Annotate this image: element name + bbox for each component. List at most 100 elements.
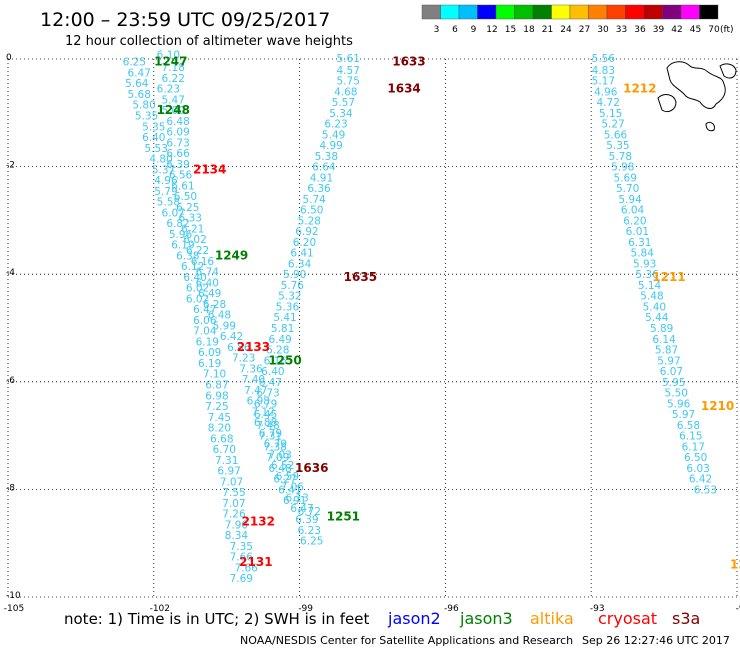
legend-swatch [495,4,515,20]
legend-swatch [625,4,645,20]
wave-height-label: 6.40 [196,277,219,289]
wave-height-label: 6.36 [307,183,331,195]
wave-height-label: 6.17 [682,441,705,453]
y-tick-label: 0 [6,53,12,63]
footer-note: note: 1) Time is in UTC; 2) SWH is in fe… [64,610,370,628]
wave-height-label: 6.47 [193,304,216,316]
legend-swatch [514,4,534,20]
wave-height-label: 5.61 [337,53,360,65]
pass-time-label: 1211 [652,270,685,284]
wave-height-label: 6.09 [166,127,189,139]
color-scale-legend: 3 6 9 12 15 18 21 24 27 30 33 36 39 42 45 70 (ft) [421,4,734,35]
wave-height-label: 5.14 [638,280,662,292]
wave-height-label: 5.41 [273,312,296,324]
wave-height-label: 6.41 [290,248,313,260]
wave-height-label: 4.99 [319,140,342,152]
wave-height-label: 6.22 [186,245,209,257]
wave-height-label: 6.06 [193,315,217,327]
wave-height-label: 7.48 [256,420,279,432]
chart-title: 12:00 – 23:59 UTC 09/25/2017 [40,9,330,31]
wave-height-label: 5.32 [278,291,301,303]
axis-tick-labels: 0 -2 -4 -6 -8 -10 -105 -102 -99 -96 -93 -90 [4,53,740,614]
x-tick-label: -105 [4,604,24,614]
wave-height-label: 4.68 [334,86,357,98]
wave-height-label: 5.68 [128,89,151,101]
wave-height-label: 6.39 [295,514,318,526]
wave-height-label: 5.53 [145,143,168,155]
wave-height-label: 5.35 [606,140,629,152]
wave-height-label: 4.72 [597,97,620,109]
wave-height-label: 6.45 [254,409,277,421]
wave-height-label: 6.74 [196,267,220,279]
wave-height-label: 7.07 [222,498,245,510]
wave-height-label: 4.83 [592,65,615,77]
wave-height-label: 6.49 [198,288,221,300]
legend-tick-label: 24 [560,25,572,35]
wave-height-label: 6.82 [166,218,189,230]
wave-height-label: 6.98 [205,390,228,402]
wave-height-label: 6.79 [254,398,277,410]
pass-time-label: 1248 [157,103,190,117]
wave-height-label: 6.47 [128,67,151,79]
wave-height-label: 5.97 [672,409,695,421]
wave-height-label: 6.02 [186,293,209,305]
legend-tick-label: 27 [579,25,590,35]
legend-swatch [532,4,552,20]
wave-height-label: 6.28 [266,345,289,357]
legend-unit-label: (ft) [720,25,734,35]
wave-height-label: 5.00 [162,105,185,117]
mission-legend: jason2 jason3 altika cryosat s3a [387,609,700,628]
wave-height-label: 7.04 [193,326,217,338]
wave-height-label: 5.64 [125,78,149,90]
wave-height-label: 7.36 [239,363,263,375]
wave-height-label: 5.40 [643,301,666,313]
wave-height-label: 5.56 [592,53,616,65]
legend-tick-label: 36 [634,25,646,35]
wave-height-label: 4.96 [594,86,618,98]
footer-credit: NOAA/NESDIS Center for Satellite Applica… [240,634,573,647]
wave-height-label: 6.02 [183,234,206,246]
pass-time-label: 2132 [242,515,275,529]
wave-height-label: 6.41 [278,484,301,496]
wave-height-label: 5.76 [281,280,305,292]
wave-height-label: 7.12 [251,406,274,418]
wave-height-label: 7.03 [268,449,291,461]
wave-height-label: 6.48 [268,463,291,475]
wave-height-label: 5.97 [657,355,680,367]
wave-height-label: 5.70 [616,183,639,195]
wave-height-label: 5.35 [142,121,165,133]
wave-height-label: 6.91 [283,495,306,507]
wave-height-label: 6.50 [684,452,707,464]
wave-height-label: 6.58 [677,420,700,432]
wave-height-label: 5.94 [618,194,642,206]
wave-height-label: 6.47 [290,503,313,515]
wave-height-label: 5.96 [667,398,691,410]
wave-height-label: 5.50 [665,388,688,400]
wave-height-label: 5.49 [322,129,345,141]
wave-height-label: 7.07 [220,476,243,488]
wave-height-label: 5.66 [604,129,628,141]
x-tick-label: -93 [590,604,605,614]
chart-subtitle: 12 hour collection of altimeter wave hei… [65,34,353,49]
wave-height-label: 5.58 [157,197,180,209]
wave-height-label: 7.55 [222,487,245,499]
legend-swatch [680,4,700,20]
legend-swatch [588,4,608,20]
wave-height-label: 7.26 [222,509,246,521]
pass-time-label: 1633 [392,55,425,69]
wave-height-label: 5.36 [276,301,300,313]
wave-height-label: 7.66 [230,552,254,564]
mission-legend-jason2: jason2 [387,609,441,628]
wave-height-label: 6.64 [312,162,336,174]
wave-height-label: 5.96 [169,229,193,241]
wave-height-label: 5.79 [154,186,177,198]
wave-height-label: 5.99 [213,320,236,332]
wave-height-label: 6.19 [196,336,219,348]
wave-height-label: 6.42 [220,331,243,343]
y-tick-label: -8 [6,483,15,493]
wave-height-label: 6.40 [142,132,165,144]
wave-height-label: 6.49 [268,334,291,346]
y-tick-label: -4 [6,268,15,278]
coastline-outline [719,63,737,79]
